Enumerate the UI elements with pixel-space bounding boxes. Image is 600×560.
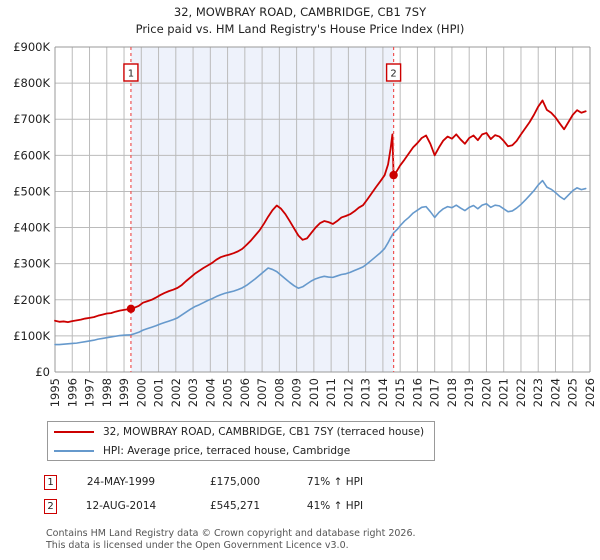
y-axis-tick-label: £900K (13, 40, 50, 54)
x-axis-tick-label: 2026 (583, 378, 597, 407)
transactions-table: 1 24-MAY-1999 £175,000 71% ↑ HPI 2 12-AU… (44, 470, 464, 518)
x-axis-tick-label: 2008 (272, 378, 286, 407)
x-axis-tick-label: 2019 (462, 378, 476, 407)
transaction-point (389, 170, 398, 180)
transaction-marker-label: 2 (390, 69, 396, 80)
transaction-price-1: £175,000 (209, 476, 261, 488)
footer-line-copyright: Contains HM Land Registry data © Crown c… (46, 528, 416, 539)
page-title: 32, MOWBRAY ROAD, CAMBRIDGE, CB1 7SY (173, 5, 427, 19)
transaction-price-2: £545,271 (209, 500, 261, 512)
x-axis-tick-label: 2004 (203, 378, 217, 407)
x-axis-tick-label: 2003 (186, 378, 200, 407)
hpi-average-line (54, 179, 587, 346)
legend-item-hpi: HPI: Average price, terraced house, Camb… (48, 441, 434, 460)
x-axis-tick-label: 2000 (134, 378, 148, 407)
x-axis-tick-label: 2013 (359, 378, 373, 407)
y-axis-tick-label: £100K (13, 329, 50, 343)
x-axis-tick-label: 2005 (221, 378, 235, 407)
x-axis-tick-label: 2016 (410, 378, 424, 407)
legend-label-property: 32, MOWBRAY ROAD, CAMBRIDGE, CB1 7SY (te… (103, 425, 425, 438)
price-history-chart: £0 £100K £200K £300K £400K £500K £600K £700K £80… (0, 40, 600, 415)
x-axis-tick-label: 1995 (48, 378, 62, 407)
x-axis-tick-label: 2018 (445, 378, 459, 407)
x-axis-tick-label: 2012 (341, 378, 355, 407)
transaction-point (126, 304, 136, 314)
y-axis-tick-label: £0 (35, 365, 50, 379)
x-axis-tick-label: 2021 (497, 378, 511, 407)
chart-title-block: 32, MOWBRAY ROAD, CAMBRIDGE, CB1 7SY Pri… (0, 0, 600, 38)
x-axis-tick-label: 2022 (514, 378, 528, 407)
x-axis-tick-label: 1997 (83, 378, 97, 407)
x-axis-tick-label: 2010 (307, 378, 321, 407)
x-axis-tick-label: 2024 (548, 378, 562, 407)
transaction-hpi-2: 41% ↑ HPI (306, 500, 364, 512)
x-axis-tick-label: 2002 (169, 378, 183, 407)
legend-item-property: 32, MOWBRAY ROAD, CAMBRIDGE, CB1 7SY (te… (48, 422, 434, 441)
y-axis-tick-label: £800K (13, 76, 50, 90)
transaction-badge-2: 2 (44, 498, 57, 514)
x-axis-tick-label: 1999 (117, 378, 131, 407)
footer-line-licence: This data is licensed under the Open Gov… (46, 539, 349, 551)
x-axis-tick-label: 2006 (238, 378, 252, 407)
page-subtitle: Price paid vs. HM Land Registry's House … (135, 22, 465, 36)
y-axis-tick-label: £500K (13, 184, 50, 198)
transaction-marker-label: 1 (128, 69, 134, 80)
y-axis-tick-label: £300K (13, 257, 50, 271)
x-axis-tick-label: 2014 (376, 378, 390, 407)
table-row: 2 12-AUG-2014 £545,271 41% ↑ HPI (44, 494, 464, 518)
x-axis-tick-label: 2007 (255, 378, 269, 407)
transaction-hpi-1: 71% ↑ HPI (306, 476, 364, 488)
transaction-marker-box (385, 63, 402, 82)
x-axis-tick-label: 2023 (531, 378, 545, 407)
transaction-date-2: 12-AUG-2014 (85, 500, 157, 512)
x-axis-tick-label: 1998 (100, 378, 114, 407)
chart-svg: £0 £100K £200K £300K £400K £500K £600K £700K £80… (13, 40, 597, 407)
y-axis-tick-label: £700K (13, 112, 50, 126)
transaction-date-1: 24-MAY-1999 (86, 476, 156, 488)
legend-swatch-hpi (54, 449, 94, 452)
property-price-line (54, 99, 587, 324)
chart-legend: 32, MOWBRAY ROAD, CAMBRIDGE, CB1 7SY (te… (47, 421, 435, 461)
x-axis-tick-label: 1996 (65, 378, 79, 407)
y-axis-tick-label: £400K (13, 221, 50, 235)
x-axis-tick-label: 2009 (290, 378, 304, 407)
y-axis-tick-label: £600K (13, 148, 50, 162)
x-axis-tick-label: 2001 (152, 378, 166, 407)
x-axis-tick-label: 2025 (566, 378, 580, 407)
x-axis-tick-label: 2020 (479, 378, 493, 407)
transaction-marker-box (123, 63, 139, 82)
table-row: 1 24-MAY-1999 £175,000 71% ↑ HPI (44, 470, 464, 494)
x-axis-tick-label: 2017 (428, 378, 442, 407)
x-axis-tick-label: 2011 (324, 378, 338, 407)
y-axis-tick-label: £200K (13, 293, 50, 307)
legend-label-hpi: HPI: Average price, terraced house, Camb… (103, 444, 351, 457)
transaction-badge-1: 1 (44, 474, 57, 490)
footer-attribution: Contains HM Land Registry data © Crown c… (46, 528, 586, 551)
legend-swatch-property (54, 430, 94, 433)
x-axis-tick-label: 2015 (393, 378, 407, 407)
